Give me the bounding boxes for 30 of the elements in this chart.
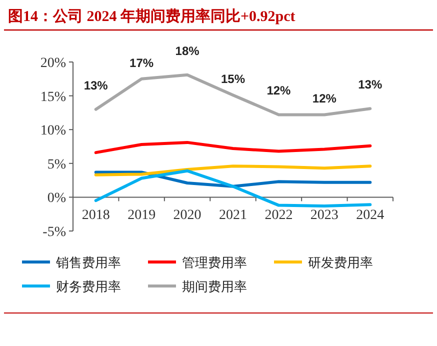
line-series bbox=[94, 164, 372, 176]
data-label: 12% bbox=[266, 84, 292, 98]
line-series bbox=[94, 169, 372, 208]
legend-label: 财务费用率 bbox=[56, 279, 121, 294]
data-label: 13% bbox=[358, 78, 382, 92]
x-tick-label: 2024 bbox=[356, 208, 384, 224]
x-tick-label: 2018 bbox=[82, 208, 110, 224]
chart-title: 图14：公司 2024 年期间费用率同比+0.92pct bbox=[8, 7, 296, 25]
x-tick-label: 2023 bbox=[310, 208, 338, 224]
x-tick-label: 2022 bbox=[264, 208, 293, 224]
y-tick-label: 5% bbox=[47, 157, 66, 172]
data-label: 18% bbox=[175, 44, 200, 58]
legend-label: 销售费用率 bbox=[55, 255, 121, 270]
data-label: 12% bbox=[312, 92, 337, 106]
data-label: 17% bbox=[130, 56, 154, 70]
x-tick-label: 2020 bbox=[173, 208, 202, 224]
x-tick-label: 2019 bbox=[128, 208, 156, 224]
legend-label: 管理费用率 bbox=[182, 255, 247, 270]
y-tick-label: -5% bbox=[42, 225, 66, 240]
y-tick-label: 20% bbox=[40, 56, 66, 71]
line-series bbox=[94, 140, 372, 154]
y-tick-label: 0% bbox=[47, 191, 66, 206]
line-series bbox=[94, 170, 372, 188]
data-label: 15% bbox=[220, 72, 246, 86]
legend-label: 期间费用率 bbox=[182, 279, 247, 294]
legend-label: 研发费用率 bbox=[308, 255, 373, 270]
y-tick-label: 15% bbox=[40, 90, 66, 105]
data-label: 13% bbox=[84, 78, 108, 92]
y-tick-label: 10% bbox=[40, 124, 66, 139]
x-tick-label: 2021 bbox=[219, 208, 247, 224]
